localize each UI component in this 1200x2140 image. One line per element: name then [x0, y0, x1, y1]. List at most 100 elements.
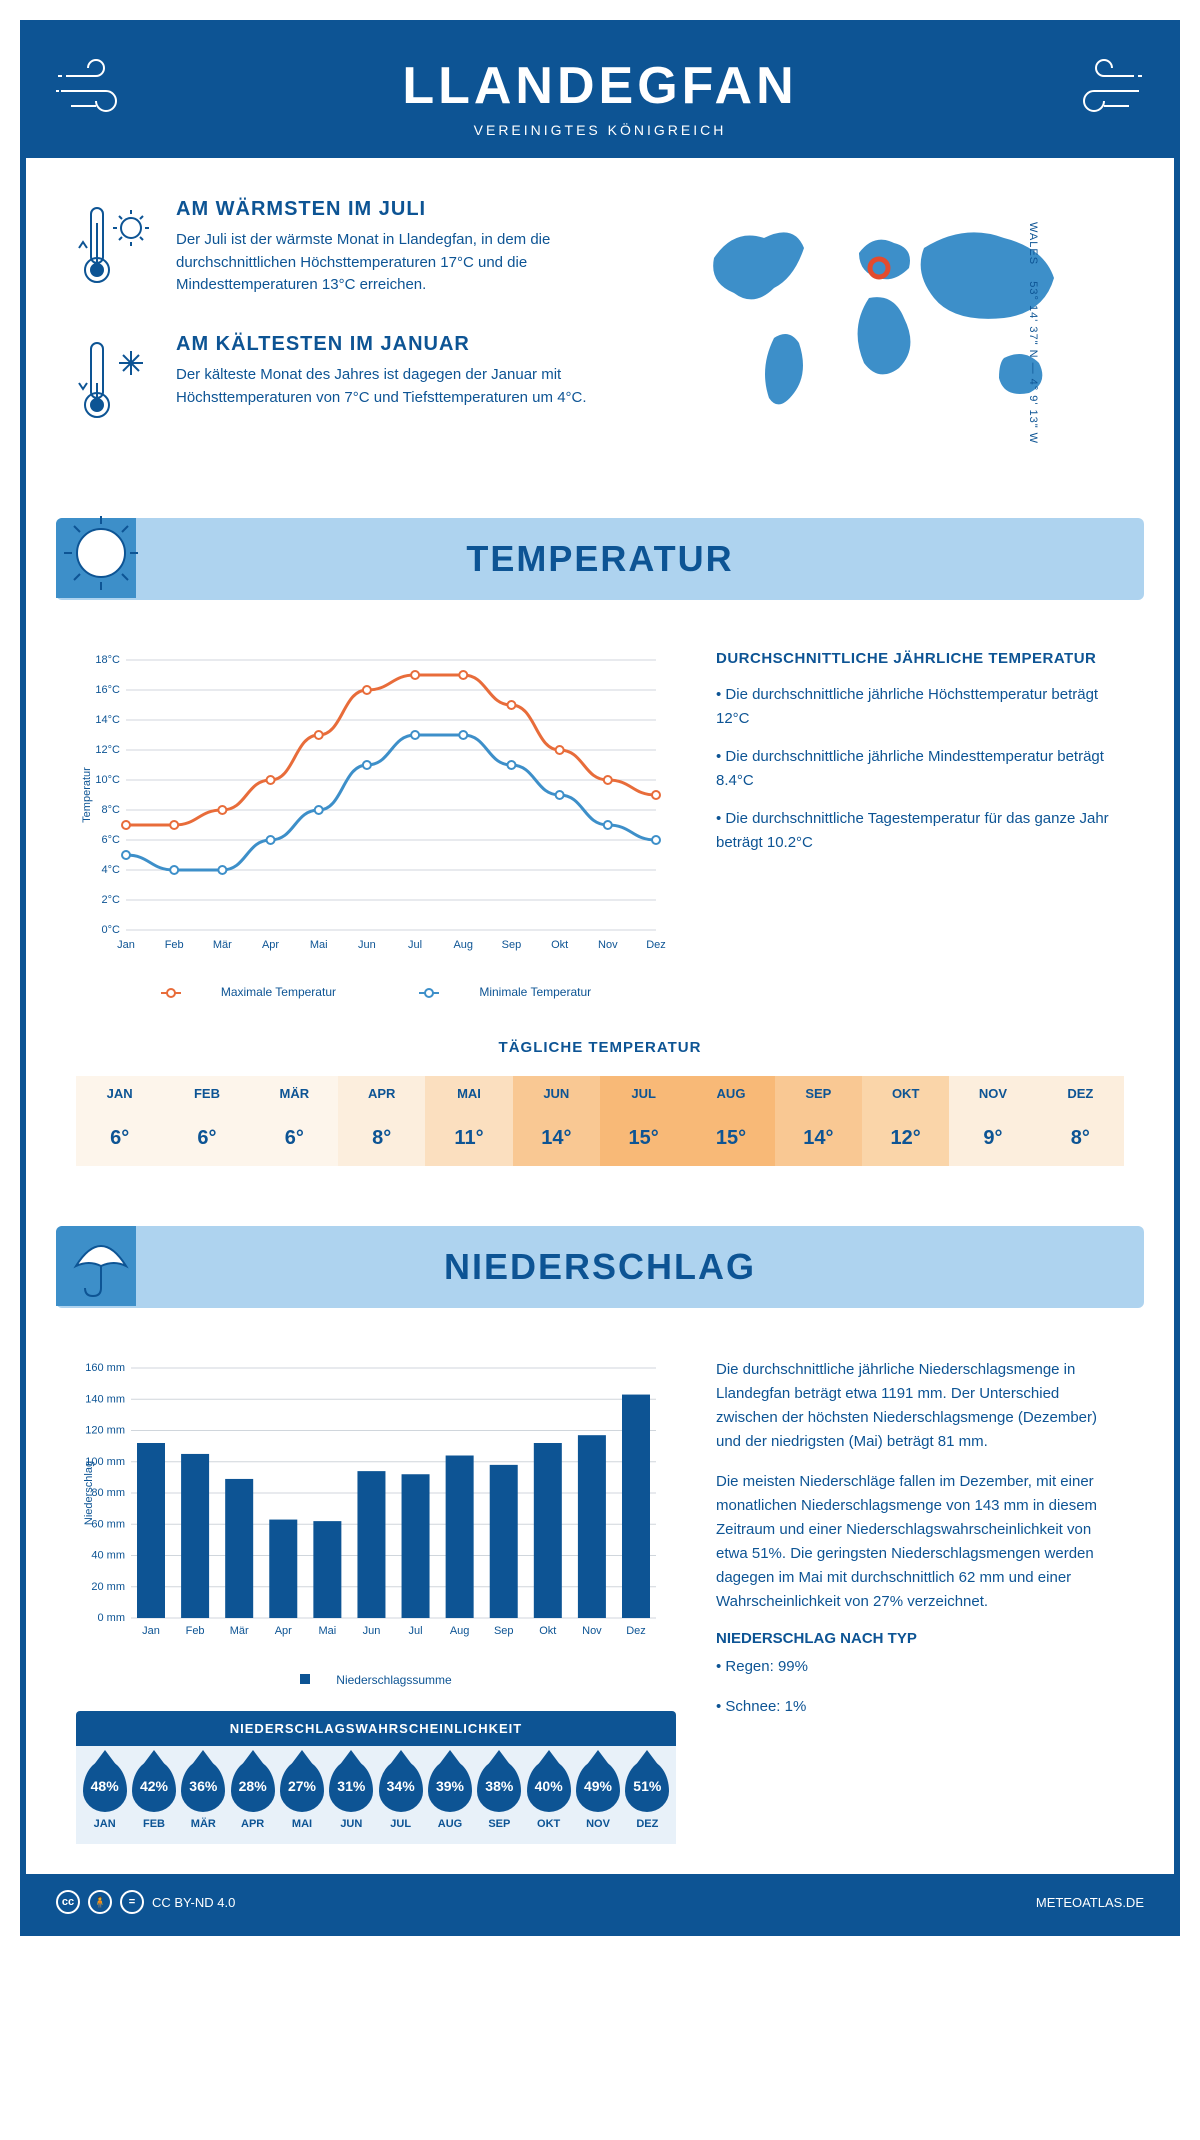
svg-text:0°C: 0°C	[102, 924, 121, 936]
svg-text:Jun: Jun	[358, 939, 376, 951]
svg-text:Sep: Sep	[494, 1625, 514, 1637]
precipitation-probability-drop: 39%AUG	[427, 1760, 472, 1830]
temperature-info: DURCHSCHNITTLICHE JÄHRLICHE TEMPERATUR •…	[716, 650, 1124, 999]
coldest-title: AM KÄLTESTEN IM JANUAR	[176, 333, 644, 356]
precipitation-probability-drop: 27%MAI	[279, 1760, 324, 1830]
svg-text:40 mm: 40 mm	[91, 1550, 125, 1562]
temp-value: 8°	[1037, 1111, 1124, 1166]
warmest-title: AM WÄRMSTEN IM JULI	[176, 198, 644, 221]
country-subtitle: VEREINIGTES KÖNIGREICH	[46, 122, 1154, 138]
svg-text:Jun: Jun	[363, 1625, 381, 1637]
temp-value: 6°	[251, 1111, 338, 1166]
section-title: NIEDERSCHLAG	[76, 1246, 1124, 1288]
cc-icon: cc	[56, 1890, 80, 1914]
warmest-text: Der Juli ist der wärmste Monat in Llande…	[176, 229, 644, 297]
svg-text:0 mm: 0 mm	[98, 1612, 126, 1624]
month-header: JUL	[600, 1076, 687, 1111]
month-header: JAN	[76, 1076, 163, 1111]
coldest-text: Der kälteste Monat des Jahres ist dagege…	[176, 364, 644, 409]
svg-text:12°C: 12°C	[95, 744, 120, 756]
svg-text:Feb: Feb	[165, 939, 184, 951]
temp-value: 15°	[600, 1111, 687, 1166]
section-title: TEMPERATUR	[76, 538, 1124, 580]
temperature-heading: TEMPERATUR	[56, 518, 1144, 600]
month-header: APR	[338, 1076, 425, 1111]
svg-text:16°C: 16°C	[95, 684, 120, 696]
svg-text:18°C: 18°C	[95, 654, 120, 666]
temp-value: 14°	[775, 1111, 862, 1166]
svg-text:20 mm: 20 mm	[91, 1581, 125, 1593]
svg-text:Apr: Apr	[262, 939, 279, 951]
site-name: METEOATLAS.DE	[1036, 1895, 1144, 1910]
month-header: AUG	[687, 1076, 774, 1111]
by-icon: 🧍	[88, 1890, 112, 1914]
license: cc 🧍 = CC BY-ND 4.0	[56, 1890, 235, 1914]
precipitation-probability-drop: 40%OKT	[526, 1760, 571, 1830]
month-header: OKT	[862, 1076, 949, 1111]
infographic-container: LLANDEGFAN VEREINIGTES KÖNIGREICH AM WÄR…	[20, 20, 1180, 1936]
svg-text:Jul: Jul	[408, 939, 422, 951]
month-header: DEZ	[1037, 1076, 1124, 1111]
svg-text:4°C: 4°C	[102, 864, 121, 876]
precipitation-probability-drop: 48%JAN	[82, 1760, 127, 1830]
svg-text:Mai: Mai	[318, 1625, 336, 1637]
temp-value: 8°	[338, 1111, 425, 1166]
wind-icon	[1054, 56, 1144, 126]
svg-text:Okt: Okt	[551, 939, 568, 951]
temp-value: 6°	[76, 1111, 163, 1166]
precipitation-probability-drop: 38%SEP	[477, 1760, 522, 1830]
umbrella-icon	[56, 1216, 146, 1306]
world-map: WALES 53° 14' 37" N — 4° 9' 13" W	[684, 198, 1124, 468]
svg-text:120 mm: 120 mm	[85, 1425, 125, 1437]
svg-text:Mär: Mär	[213, 939, 232, 951]
sun-icon	[56, 508, 146, 598]
precipitation-probability-drop: 51%DEZ	[625, 1760, 670, 1830]
temperature-section: 0°C2°C4°C6°C8°C10°C12°C14°C16°C18°CJanFe…	[26, 620, 1174, 1029]
precipitation-probability-drop: 49%NOV	[575, 1760, 620, 1830]
intro-section: AM WÄRMSTEN IM JULI Der Juli ist der wär…	[26, 158, 1174, 498]
svg-text:8°C: 8°C	[102, 804, 121, 816]
probability-panel: NIEDERSCHLAGSWAHRSCHEINLICHKEIT 48%JAN42…	[76, 1711, 676, 1844]
svg-text:Jan: Jan	[142, 1625, 160, 1637]
svg-text:160 mm: 160 mm	[85, 1362, 125, 1374]
svg-text:Niederschlag: Niederschlag	[83, 1461, 95, 1525]
temp-value: 6°	[163, 1111, 250, 1166]
thermometer-sun-icon	[76, 198, 156, 298]
temp-value: 12°	[862, 1111, 949, 1166]
daily-temperature: TÄGLICHE TEMPERATUR JANFEBMÄRAPRMAIJUNJU…	[26, 1029, 1174, 1206]
temp-value: 14°	[513, 1111, 600, 1166]
chart-legend: Niederschlagssumme	[76, 1673, 676, 1687]
temp-value: 15°	[687, 1111, 774, 1166]
nd-icon: =	[120, 1890, 144, 1914]
svg-text:80 mm: 80 mm	[91, 1487, 125, 1499]
temp-value: 9°	[949, 1111, 1036, 1166]
svg-text:60 mm: 60 mm	[91, 1518, 125, 1530]
precipitation-probability-drop: 42%FEB	[131, 1760, 176, 1830]
warmest-block: AM WÄRMSTEN IM JULI Der Juli ist der wär…	[76, 198, 644, 303]
precipitation-info: Die durchschnittliche jährliche Niedersc…	[716, 1358, 1124, 1844]
precipitation-probability-drop: 31%JUN	[329, 1760, 374, 1830]
svg-text:140 mm: 140 mm	[85, 1393, 125, 1405]
svg-text:10°C: 10°C	[95, 774, 120, 786]
precipitation-bar-chart: 0 mm20 mm40 mm60 mm80 mm100 mm120 mm140 …	[76, 1358, 676, 1687]
svg-text:Mär: Mär	[230, 1625, 249, 1637]
month-header: NOV	[949, 1076, 1036, 1111]
svg-text:Mai: Mai	[310, 939, 328, 951]
svg-text:Dez: Dez	[626, 1625, 646, 1637]
svg-text:Aug: Aug	[450, 1625, 470, 1637]
month-header: MÄR	[251, 1076, 338, 1111]
chart-legend: Maximale Temperatur Minimale Temperatur	[76, 985, 676, 999]
precipitation-probability-drop: 34%JUL	[378, 1760, 423, 1830]
month-header: JUN	[513, 1076, 600, 1111]
precipitation-probability-drop: 28%APR	[230, 1760, 275, 1830]
svg-text:2°C: 2°C	[102, 894, 121, 906]
month-header: MAI	[425, 1076, 512, 1111]
svg-text:Temperatur: Temperatur	[81, 767, 93, 823]
footer: cc 🧍 = CC BY-ND 4.0 METEOATLAS.DE	[26, 1874, 1174, 1930]
precipitation-heading: NIEDERSCHLAG	[56, 1226, 1144, 1308]
month-header: FEB	[163, 1076, 250, 1111]
svg-text:Jul: Jul	[409, 1625, 423, 1637]
thermometer-snow-icon	[76, 333, 156, 433]
precipitation-section: 0 mm20 mm40 mm60 mm80 mm100 mm120 mm140 …	[26, 1328, 1174, 1874]
svg-text:Okt: Okt	[539, 1625, 556, 1637]
